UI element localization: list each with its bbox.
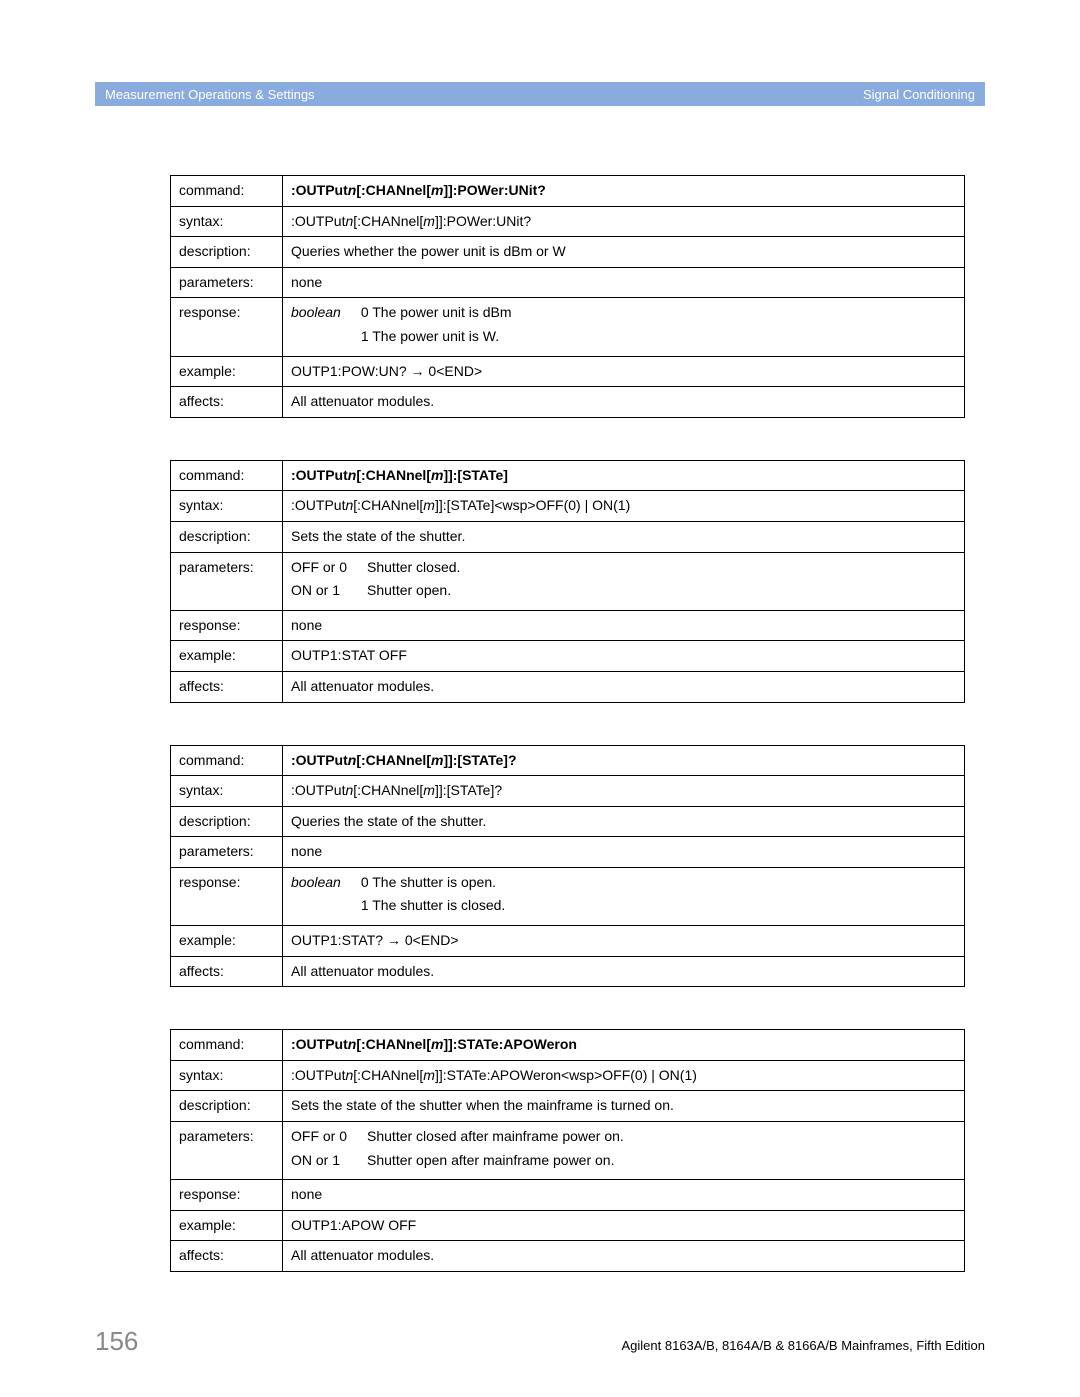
description-value: Queries the state of the shutter. — [283, 806, 965, 837]
footer: 156 Agilent 8163A/B, 8164A/B & 8166A/B M… — [95, 1326, 985, 1357]
syntax-value: :OUTPutn[:CHANnel[m]]:STATe:APOWeron<wsp… — [283, 1060, 965, 1091]
label-description: description: — [171, 1091, 283, 1122]
label-response: response: — [171, 298, 283, 356]
label-response: response: — [171, 610, 283, 641]
label-description: description: — [171, 237, 283, 268]
response-text: none — [291, 1186, 322, 1202]
response-row: 0 The shutter is open. — [361, 873, 525, 897]
footer-text: Agilent 8163A/B, 8164A/B & 8166A/B Mainf… — [622, 1338, 986, 1353]
affects-value: All attenuator modules. — [283, 671, 965, 702]
label-syntax: syntax: — [171, 1060, 283, 1091]
label-syntax: syntax: — [171, 206, 283, 237]
command-table-3: command: :OUTPutn[:CHANnel[m]]:STATe:APO… — [170, 1029, 965, 1272]
label-syntax: syntax: — [171, 776, 283, 807]
parameters-value: OFF or 0Shutter closed after mainframe p… — [283, 1122, 965, 1180]
label-command: command: — [171, 745, 283, 776]
parameters-value: none — [283, 837, 965, 868]
param-text: Shutter closed. — [367, 558, 480, 582]
parameters-text: none — [291, 274, 322, 290]
command-table-1: command: :OUTPutn[:CHANnel[m]]:[STATe] s… — [170, 460, 965, 703]
label-affects: affects: — [171, 956, 283, 987]
label-syntax: syntax: — [171, 491, 283, 522]
label-response: response: — [171, 867, 283, 925]
parameters-value: OFF or 0Shutter closed.ON or 1Shutter op… — [283, 552, 965, 610]
param-code: ON or 1 — [291, 581, 367, 605]
page-number: 156 — [95, 1326, 138, 1357]
param-code: ON or 1 — [291, 1151, 367, 1175]
command-table-0: command: :OUTPutn[:CHANnel[m]]:POWer:UNi… — [170, 175, 965, 418]
param-code: OFF or 0 — [291, 1127, 367, 1151]
param-code: OFF or 0 — [291, 558, 367, 582]
command-value: :OUTPutn[:CHANnel[m]]:STATe:APOWeron — [283, 1030, 965, 1061]
example-value: OUTP1:APOW OFF — [283, 1210, 965, 1241]
example-value: OUTP1:POW:UN? → 0<END> — [283, 356, 965, 387]
label-example: example: — [171, 641, 283, 672]
response-value: boolean0 The power unit is dBm1 The powe… — [283, 298, 965, 356]
label-example: example: — [171, 1210, 283, 1241]
parameters-text: none — [291, 843, 322, 859]
header-left: Measurement Operations & Settings — [105, 87, 315, 102]
response-value: boolean0 The shutter is open.1 The shutt… — [283, 867, 965, 925]
label-command: command: — [171, 176, 283, 207]
syntax-value: :OUTPutn[:CHANnel[m]]:[STATe]<wsp>OFF(0)… — [283, 491, 965, 522]
label-command: command: — [171, 460, 283, 491]
label-parameters: parameters: — [171, 837, 283, 868]
description-value: Sets the state of the shutter when the m… — [283, 1091, 965, 1122]
label-affects: affects: — [171, 671, 283, 702]
response-value: none — [283, 1180, 965, 1211]
label-description: description: — [171, 521, 283, 552]
header-right: Signal Conditioning — [863, 87, 975, 102]
label-command: command: — [171, 1030, 283, 1061]
response-type: boolean — [291, 873, 361, 897]
description-value: Sets the state of the shutter. — [283, 521, 965, 552]
param-text: Shutter open. — [367, 581, 480, 605]
response-type: boolean — [291, 303, 361, 327]
affects-value: All attenuator modules. — [283, 956, 965, 987]
syntax-value: :OUTPutn[:CHANnel[m]]:[STATe]? — [283, 776, 965, 807]
param-text: Shutter closed after mainframe power on. — [367, 1127, 644, 1151]
label-example: example: — [171, 926, 283, 957]
command-value: :OUTPutn[:CHANnel[m]]:[STATe] — [283, 460, 965, 491]
label-description: description: — [171, 806, 283, 837]
label-affects: affects: — [171, 387, 283, 418]
label-parameters: parameters: — [171, 552, 283, 610]
label-affects: affects: — [171, 1241, 283, 1272]
header-bar: Measurement Operations & Settings Signal… — [95, 82, 985, 106]
label-response: response: — [171, 1180, 283, 1211]
response-row: 0 The power unit is dBm — [361, 303, 532, 327]
description-value: Queries whether the power unit is dBm or… — [283, 237, 965, 268]
example-value: OUTP1:STAT? → 0<END> — [283, 926, 965, 957]
example-value: OUTP1:STAT OFF — [283, 641, 965, 672]
response-text: none — [291, 617, 322, 633]
syntax-value: :OUTPutn[:CHANnel[m]]:POWer:UNit? — [283, 206, 965, 237]
command-value: :OUTPutn[:CHANnel[m]]:[STATe]? — [283, 745, 965, 776]
response-value: none — [283, 610, 965, 641]
affects-value: All attenuator modules. — [283, 387, 965, 418]
affects-value: All attenuator modules. — [283, 1241, 965, 1272]
label-example: example: — [171, 356, 283, 387]
parameters-value: none — [283, 267, 965, 298]
command-value: :OUTPutn[:CHANnel[m]]:POWer:UNit? — [283, 176, 965, 207]
content-area: command: :OUTPutn[:CHANnel[m]]:POWer:UNi… — [170, 175, 965, 1314]
response-row: 1 The shutter is closed. — [361, 896, 525, 920]
label-parameters: parameters: — [171, 267, 283, 298]
param-text: Shutter open after mainframe power on. — [367, 1151, 644, 1175]
command-table-2: command: :OUTPutn[:CHANnel[m]]:[STATe]? … — [170, 745, 965, 988]
label-parameters: parameters: — [171, 1122, 283, 1180]
response-row: 1 The power unit is W. — [361, 327, 532, 351]
